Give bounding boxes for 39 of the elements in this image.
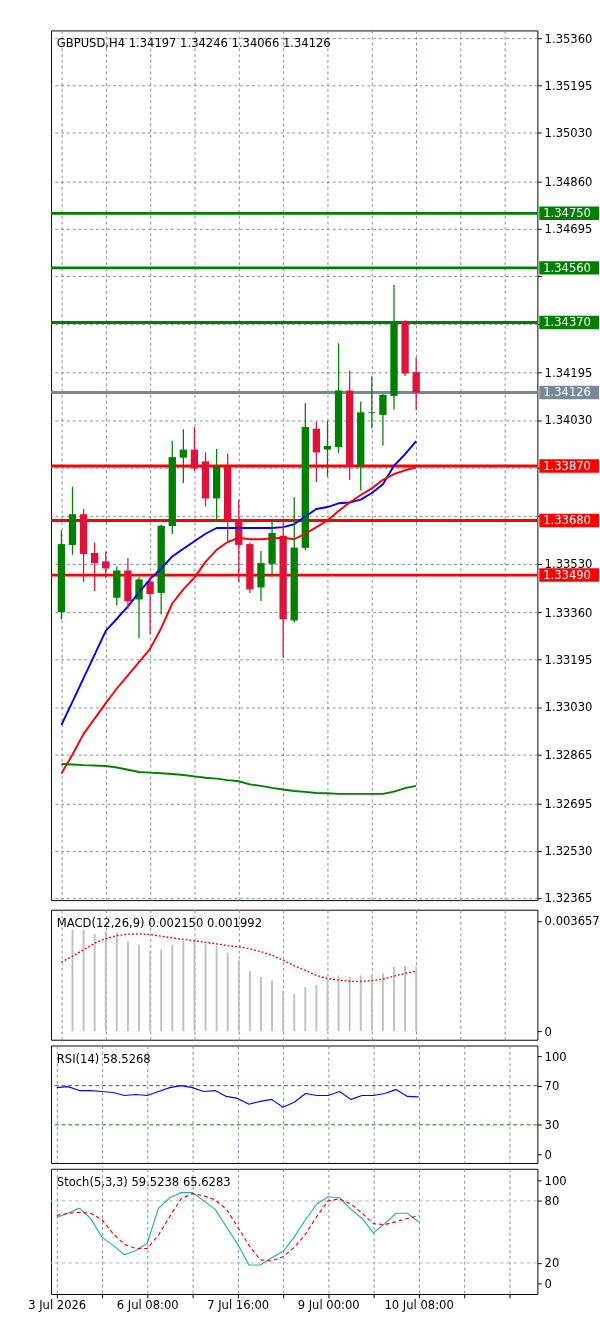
y-tick-label: 0: [544, 1276, 552, 1291]
y-tick-label: 1.35030: [544, 126, 593, 141]
y-tick-label: 100: [544, 1049, 567, 1064]
y-tick-label: 30: [544, 1118, 560, 1133]
ref-line-label: 1.34370: [543, 315, 591, 330]
text: GBPUSD,H4 1.34197 1.34246 1.34066 1.34126: [56, 35, 331, 50]
ref-line-label: 1.34750: [543, 206, 591, 221]
ref-line-label: 1.34126: [543, 385, 591, 400]
x-tick-label: 3 Jul 2026: [28, 1297, 87, 1312]
x-tick-label: 10 Jul 08:00: [384, 1297, 454, 1312]
text: MACD(12,26,9) 0.002150 0.001992: [56, 916, 263, 931]
y-tick-label: 1.33195: [544, 653, 593, 668]
y-tick-label: 1.32695: [544, 796, 593, 811]
y-tick-label: 1.32365: [544, 891, 593, 906]
y-tick-label: 1.32530: [544, 844, 593, 859]
text: RSI(14) 58.5268: [56, 1051, 151, 1066]
y-tick-label: 1.35360: [544, 31, 593, 46]
y-tick-label: 1.34695: [544, 222, 593, 237]
y-tick-label: 80: [544, 1194, 560, 1209]
y-tick-label: 1.33030: [544, 700, 593, 715]
x-tick-label: 9 Jul 00:00: [297, 1297, 360, 1312]
y-tick-label: 70: [544, 1079, 560, 1094]
y-tick-label: 1.35195: [544, 78, 593, 93]
y-tick-label: 0: [544, 1024, 552, 1039]
y-tick-label: 1.32865: [544, 747, 593, 762]
y-tick-label: 1.34195: [544, 366, 593, 381]
y-tick-label: 20: [544, 1256, 560, 1271]
text: Stoch(5,3,3) 59.5238 65.6283: [56, 1175, 231, 1190]
ref-line-label: 1.33680: [543, 513, 591, 528]
ref-line-label: 1.33870: [543, 458, 591, 473]
y-tick-label: 0: [544, 1147, 552, 1162]
x-tick-label: 6 Jul 08:00: [116, 1297, 179, 1312]
y-tick-label: 0.003657: [544, 914, 600, 929]
x-tick-label: 7 Jul 16:00: [207, 1297, 270, 1312]
y-tick-label: 1.33360: [544, 605, 593, 620]
y-tick-label: 1.34860: [544, 175, 593, 190]
y-tick-label: 100: [544, 1173, 567, 1188]
y-tick-label: 1.34030: [544, 413, 593, 428]
ref-line-label: 1.34560: [543, 260, 591, 275]
